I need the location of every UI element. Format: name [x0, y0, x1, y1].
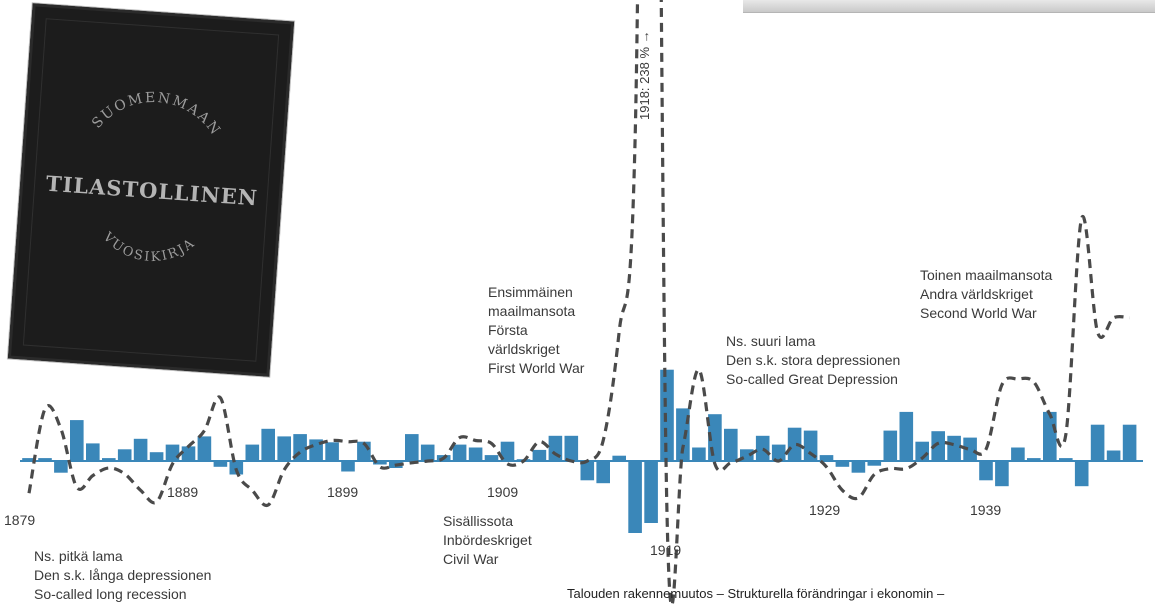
bar-1921 — [692, 447, 706, 461]
bar-1938 — [963, 437, 977, 461]
year-label-1889: 1889 — [167, 484, 199, 500]
annotation-line: Ns. pitkä lama — [34, 548, 123, 564]
year-label-1899: 1899 — [327, 484, 359, 500]
bar-1887 — [149, 452, 164, 461]
bar-1886 — [133, 438, 148, 461]
bar-1931 — [851, 461, 866, 473]
annotation-line: Sisällissota — [443, 513, 514, 529]
bar-1913 — [564, 435, 579, 461]
footer-caption: Talouden rakennemuutos – Strukturella fö… — [567, 586, 945, 601]
annotation-long-recession: Ns. pitkä lama Den s.k. långa depression… — [34, 547, 211, 604]
page-corner-strip — [743, 0, 1155, 13]
bar-1947 — [1106, 450, 1121, 461]
bar-1917 — [628, 461, 642, 533]
annotation-line: Andra världskriget — [920, 286, 1033, 302]
bar-1932 — [867, 461, 882, 466]
bar-1895 — [277, 436, 291, 461]
year-label-1929: 1929 — [809, 502, 841, 518]
year-label-1909: 1909 — [487, 484, 519, 500]
bar-1908 — [484, 455, 499, 461]
annotation-great-depression: Ns. suuri lama Den s.k. stora depression… — [726, 332, 900, 389]
bar-1942 — [1027, 458, 1041, 461]
year-label-1919: 1919 — [650, 542, 682, 558]
bar-1884 — [102, 458, 116, 461]
bar-1923 — [724, 428, 738, 461]
bar-1898 — [325, 442, 339, 461]
bar-1904 — [420, 444, 435, 461]
bar-1888 — [165, 444, 180, 461]
bar-1914 — [580, 461, 595, 481]
annotation-line: Civil War — [443, 551, 499, 567]
yearbook-cover: SUOMENMAAN TILASTOLLINEN VUOSIKIRJA — [7, 3, 295, 377]
bar-1926 — [771, 444, 786, 461]
bar-1915 — [596, 461, 610, 484]
annotation-line: Toinen maailmansota — [920, 267, 1053, 283]
bar-1885 — [117, 449, 132, 461]
bar-1880 — [38, 458, 52, 461]
bar-1891 — [213, 461, 228, 467]
annotation-line: Den s.k. stora depressionen — [726, 352, 901, 368]
bar-1879 — [22, 458, 36, 461]
bar-1927 — [787, 427, 802, 461]
annotation-line: Ensimmäinen — [488, 284, 573, 300]
bar-1944 — [1059, 458, 1073, 461]
bar-1940 — [995, 461, 1009, 487]
annotation-line: So-called long recession — [34, 586, 187, 602]
bar-1906 — [452, 444, 467, 461]
bar-1893 — [245, 444, 260, 461]
bar-1936 — [931, 431, 945, 461]
annotation-line: First World War — [488, 360, 585, 376]
bar-1909 — [500, 441, 515, 461]
annotation-line: Första — [488, 322, 528, 338]
bar-1943 — [1043, 411, 1057, 461]
bar-1934 — [899, 411, 914, 461]
bar-1883 — [86, 443, 100, 461]
bar-1945 — [1074, 461, 1089, 487]
bar-1903 — [405, 434, 419, 461]
bar-1889 — [181, 446, 196, 461]
bar-1946 — [1090, 424, 1105, 461]
bar-1924 — [740, 449, 754, 461]
bar-1939 — [979, 461, 993, 481]
bar-1929 — [819, 455, 834, 461]
line-series — [27, 0, 1130, 606]
bar-1882 — [70, 420, 84, 461]
annotation-second-world-war: Toinen maailmansota Andra världskriget S… — [920, 266, 1052, 323]
bar-1918 — [644, 461, 658, 523]
bar-1937 — [947, 435, 961, 461]
bar-1911 — [532, 449, 547, 461]
annotation-line: maailmansota — [488, 303, 576, 319]
bar-1901 — [373, 461, 387, 465]
annotation-civil-war: Sisällissota Inbördeskriget Civil War — [443, 512, 532, 569]
annotation-line: So-called Great Depression — [726, 371, 898, 387]
spike-label: 1918: 238 % → — [637, 30, 652, 120]
bar-1925 — [755, 435, 770, 461]
annotation-line: Den s.k. långa depressionen — [34, 567, 212, 583]
bar-1894 — [261, 428, 275, 461]
bar-1892 — [229, 461, 244, 475]
annotation-line: Inbördeskriget — [443, 532, 532, 548]
bar-1907 — [468, 447, 483, 461]
year-label-1879: 1879 — [4, 512, 36, 528]
bar-1948 — [1122, 424, 1137, 461]
annotation-line: Ns. suuri lama — [726, 333, 816, 349]
bar-1933 — [883, 430, 898, 461]
bar-1916 — [612, 455, 626, 461]
bar-1928 — [803, 430, 818, 461]
annotation-line: världskriget — [488, 341, 560, 357]
bar-1899 — [341, 461, 355, 472]
bar-1881 — [54, 461, 68, 473]
year-label-1939: 1939 — [970, 502, 1002, 518]
bar-1930 — [835, 461, 850, 467]
annotation-first-world-war: Ensimmäinen maailmansota Första världskr… — [488, 283, 584, 378]
annotation-line: Second World War — [920, 305, 1037, 321]
bar-1941 — [1011, 447, 1025, 461]
bar-1890 — [197, 436, 212, 461]
